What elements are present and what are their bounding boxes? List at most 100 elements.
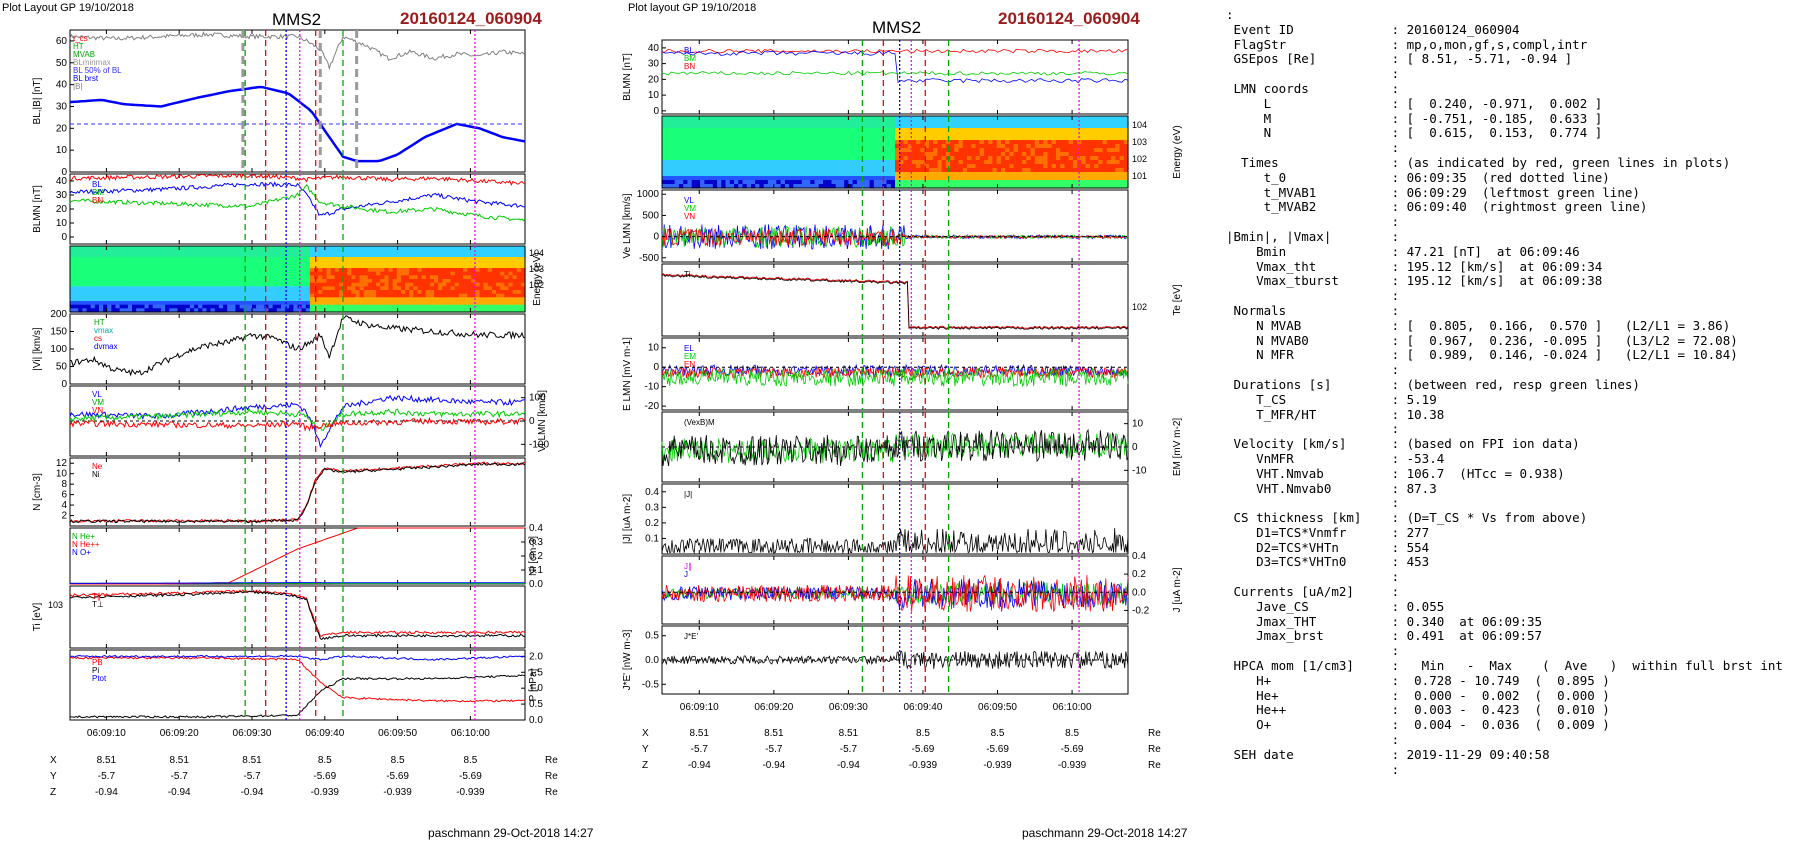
spectrogram-cell — [413, 260, 418, 265]
spectrogram-cell — [239, 249, 245, 254]
spectrogram-cell — [218, 282, 224, 287]
legend-entry: Ne — [92, 462, 103, 471]
spectrogram-cell — [814, 148, 820, 153]
spectrogram-cell — [458, 253, 464, 258]
spectrogram-cell — [895, 132, 900, 137]
spectrogram-cell — [252, 264, 257, 269]
spectrogram-cell — [405, 260, 410, 265]
spectrogram-cell — [483, 264, 489, 269]
y-tick-label: 0.0 — [529, 715, 543, 726]
spectrogram-cell — [1064, 132, 1070, 137]
spectrogram-cell — [442, 253, 447, 258]
spectrogram-cell — [958, 136, 964, 141]
spectrogram-cell — [372, 271, 377, 276]
legend-entry: VM — [684, 204, 696, 213]
spectrogram-cell — [823, 164, 828, 169]
spectrogram-cell — [1034, 156, 1040, 161]
spectrogram-cell — [937, 124, 943, 129]
spectrogram-cell — [260, 308, 265, 313]
info-line: : — [1226, 761, 1400, 777]
spectrogram-cell — [247, 301, 253, 306]
spectrogram-cell — [1106, 116, 1112, 121]
spectrogram-cell — [363, 304, 369, 309]
spectrogram-cell — [708, 116, 714, 121]
spectrogram-cell — [1030, 184, 1036, 189]
spectrogram-cell — [463, 297, 468, 302]
spectrogram-cell — [742, 172, 748, 177]
spectrogram-cell — [988, 176, 993, 181]
spectrogram-cell — [708, 164, 714, 169]
spectrogram-cell — [1030, 152, 1036, 157]
spectrogram-cell — [132, 293, 137, 298]
spectrogram-cell — [305, 249, 311, 254]
spectrogram-cell — [487, 293, 493, 298]
spectrogram-cell — [780, 140, 786, 145]
spectrogram-cell — [1017, 156, 1023, 161]
spectrogram-cell — [1051, 176, 1057, 181]
spectrogram-cell — [1123, 164, 1129, 169]
spectrogram-cell — [1081, 164, 1087, 169]
spectrogram-cell — [442, 301, 447, 306]
spectrogram-cell — [895, 184, 900, 189]
spectrogram-cell — [950, 148, 955, 153]
spectrogram-cell — [169, 293, 174, 298]
spectrogram-cell — [1123, 136, 1129, 141]
spectrogram-cell — [971, 152, 977, 157]
spectrogram-cell — [1123, 120, 1129, 125]
spectrogram-cell — [400, 268, 406, 273]
spectrogram-cell — [950, 168, 955, 173]
spectrogram-cell — [911, 156, 917, 161]
spectrogram-cell — [916, 160, 921, 165]
spectrogram-cell — [136, 271, 141, 276]
spectrogram-cell — [380, 275, 385, 280]
time-tick-label: 06:09:30 — [829, 702, 868, 713]
spectrogram-cell — [239, 290, 245, 295]
series-line — [70, 582, 525, 584]
spectrogram-cell — [895, 116, 900, 121]
position-value: -5.69 — [313, 771, 336, 782]
spectrogram-cell — [1051, 168, 1057, 173]
y-tick-label: 10 — [56, 145, 68, 156]
spectrogram-cell — [954, 168, 960, 173]
spectrogram-cell — [210, 264, 216, 269]
spectrogram-cell — [662, 128, 667, 133]
spectrogram-cell — [301, 290, 307, 295]
spectrogram-cell — [1026, 124, 1032, 129]
spectrogram-cell — [835, 164, 841, 169]
spectrogram-cell — [82, 271, 88, 276]
spectrogram-cell — [1009, 172, 1015, 177]
spectrogram-cell — [367, 308, 373, 313]
spectrogram-cell — [231, 246, 236, 251]
spectrogram-cell — [717, 180, 722, 185]
spectrogram-cell — [674, 168, 680, 173]
spectrogram-cell — [1056, 168, 1061, 173]
spectrogram-cell — [99, 260, 104, 265]
spectrogram-cell — [421, 271, 427, 276]
spectrogram-cell — [508, 308, 514, 313]
spectrogram-cell — [772, 120, 777, 125]
spectrogram-cell — [767, 164, 773, 169]
spectrogram-cell — [111, 293, 117, 298]
spectrogram-cell — [742, 156, 748, 161]
spectrogram-cell — [405, 253, 410, 258]
spectrogram-cell — [94, 308, 100, 313]
spectrogram-cell — [992, 164, 998, 169]
spectrogram-cell — [767, 148, 773, 153]
spectrogram-cell — [363, 260, 369, 265]
spectrogram-cell — [1102, 156, 1108, 161]
spectrogram-cell — [181, 297, 187, 302]
spectrogram-cell — [214, 253, 220, 258]
spectrogram-cell — [90, 253, 96, 258]
spectrogram-cell — [500, 293, 505, 298]
spectrogram-cell — [1030, 148, 1036, 153]
spectrogram-cell — [865, 164, 871, 169]
spectrogram-cell — [856, 164, 862, 169]
info-line: D1=TCS*Vnmfr : 277 — [1226, 524, 1430, 540]
spectrogram-cell — [384, 279, 390, 284]
spectrogram-cell — [1022, 156, 1027, 161]
spectrogram-cell — [1043, 132, 1049, 137]
spectrogram-cell — [810, 120, 816, 125]
series-line — [69, 184, 526, 222]
spectrogram-cell — [305, 301, 311, 306]
spectrogram-cell — [99, 264, 104, 269]
